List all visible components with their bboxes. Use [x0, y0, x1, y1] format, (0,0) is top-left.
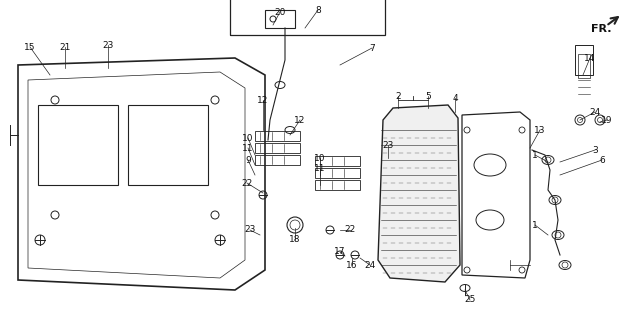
Text: 19: 19: [601, 116, 612, 124]
Text: 24: 24: [590, 108, 600, 116]
Text: 24: 24: [365, 260, 375, 269]
Text: 16: 16: [346, 260, 358, 269]
Bar: [128, 105, 208, 185]
Bar: [578, 54, 590, 78]
Text: 21: 21: [60, 43, 70, 52]
Text: 8: 8: [315, 5, 321, 14]
Text: 4: 4: [452, 93, 458, 102]
Bar: [315, 156, 360, 166]
Bar: [315, 180, 360, 190]
Text: 13: 13: [534, 125, 546, 134]
Text: 1: 1: [532, 150, 538, 159]
Text: 5: 5: [425, 92, 431, 100]
Bar: [255, 131, 300, 141]
Bar: [315, 168, 360, 178]
Text: 23: 23: [102, 41, 113, 50]
Bar: [38, 105, 118, 185]
Text: FR.: FR.: [591, 24, 611, 34]
Text: 9: 9: [245, 156, 251, 164]
Text: 10: 10: [314, 154, 326, 163]
Bar: [575, 45, 593, 75]
Text: 10: 10: [242, 133, 254, 142]
Text: 22: 22: [344, 226, 356, 235]
Text: 1: 1: [532, 220, 538, 229]
Bar: [230, 0, 385, 35]
Bar: [255, 143, 300, 153]
Text: 2: 2: [395, 92, 401, 100]
Bar: [265, 10, 295, 28]
Text: 6: 6: [599, 156, 605, 164]
Text: 11: 11: [314, 164, 326, 172]
Bar: [255, 155, 300, 165]
Text: 3: 3: [592, 146, 598, 155]
Text: 11: 11: [242, 143, 254, 153]
Text: 25: 25: [464, 295, 476, 305]
Text: 12: 12: [257, 95, 269, 105]
Text: 17: 17: [334, 247, 346, 257]
Text: 23: 23: [244, 226, 256, 235]
Text: 22: 22: [242, 179, 252, 188]
Text: 12: 12: [294, 116, 306, 124]
Polygon shape: [378, 105, 460, 282]
Text: 23: 23: [382, 140, 394, 149]
Text: 14: 14: [585, 53, 596, 62]
Text: 15: 15: [24, 43, 36, 52]
Text: 20: 20: [275, 7, 286, 17]
Text: 7: 7: [369, 44, 375, 52]
Text: 18: 18: [289, 236, 301, 244]
